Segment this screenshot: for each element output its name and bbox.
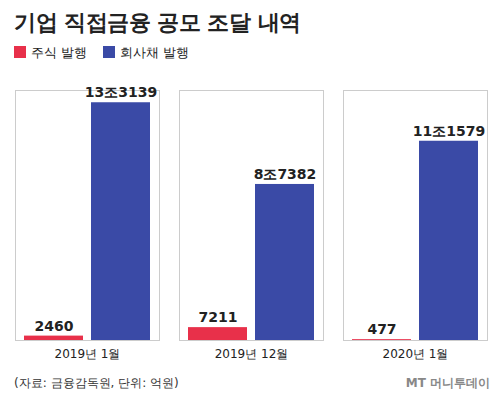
svg-text:11조1579: 11조1579 xyxy=(413,123,485,139)
svg-text:8조7382: 8조7382 xyxy=(254,166,317,182)
html-text:주식 발행: 주식 발행 xyxy=(31,45,88,60)
svg-text:2020년 1월: 2020년 1월 xyxy=(383,347,449,361)
svg-text:13조3139: 13조3139 xyxy=(85,84,157,100)
svg-text:2460: 2460 xyxy=(35,318,74,334)
svg-text:2019년 1월: 2019년 1월 xyxy=(55,347,121,361)
html-text:MT 머니투데이: MT 머니투데이 xyxy=(405,375,490,390)
html-text:회사채 발행: 회사채 발행 xyxy=(120,45,190,60)
svg-text:7211: 7211 xyxy=(199,309,238,325)
svg-text:477: 477 xyxy=(367,321,396,337)
svg-text:2019년 12월: 2019년 12월 xyxy=(215,347,289,361)
html-text:(자료: 금융감독원, 단위: 억원): (자료: 금융감독원, 단위: 억원) xyxy=(14,375,179,390)
html-text:기업 직접금융 공모 조달 내역: 기업 직접금융 공모 조달 내역 xyxy=(14,10,301,35)
